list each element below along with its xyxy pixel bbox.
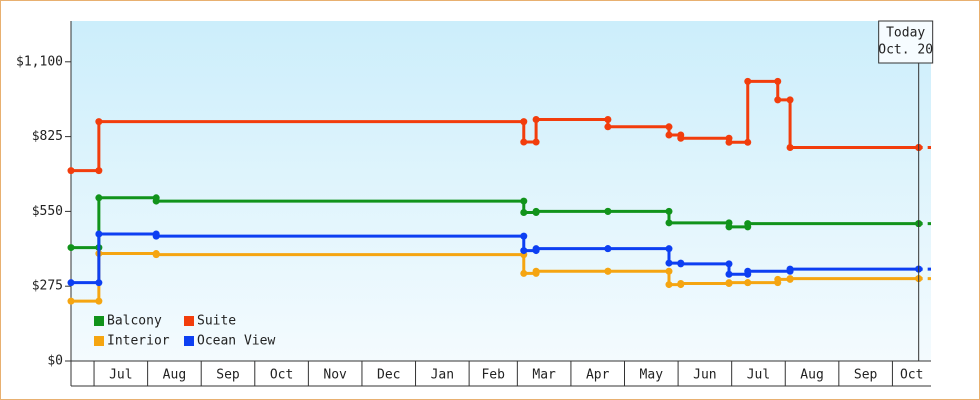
point <box>152 197 160 205</box>
point <box>532 245 540 253</box>
point <box>67 244 75 252</box>
point <box>665 245 673 253</box>
point <box>665 281 673 289</box>
point <box>95 118 103 126</box>
legend-swatch <box>94 316 104 326</box>
point <box>532 138 540 146</box>
point <box>95 297 103 305</box>
today-label: Oct. 20 <box>878 43 933 58</box>
point <box>152 251 160 259</box>
point <box>677 260 685 268</box>
x-tick-label: Mar <box>532 368 556 383</box>
point <box>67 167 75 175</box>
point <box>67 297 75 305</box>
y-tick-label: $825 <box>32 129 63 144</box>
point <box>786 96 794 104</box>
point <box>532 207 540 215</box>
x-tick-label: Aug <box>800 368 823 383</box>
point <box>725 279 733 287</box>
plot-background <box>71 21 931 361</box>
point <box>532 115 540 123</box>
legend-swatch <box>184 336 194 346</box>
point <box>665 267 673 275</box>
point <box>95 279 103 287</box>
point <box>665 259 673 267</box>
y-tick-label: $0 <box>47 354 63 369</box>
point <box>677 134 685 142</box>
point <box>725 138 733 146</box>
point <box>95 194 103 202</box>
point <box>604 115 612 123</box>
x-tick-label: Jun <box>693 368 716 383</box>
y-tick-label: $1,100 <box>16 54 63 69</box>
today-box <box>878 20 934 64</box>
point <box>520 208 528 216</box>
point <box>665 131 673 139</box>
x-tick-label: Dec <box>377 368 400 383</box>
point <box>786 265 794 273</box>
y-tick-label: $550 <box>32 204 63 219</box>
x-tick-label: Oct <box>270 368 293 383</box>
point <box>520 197 528 205</box>
x-tick-label: Aug <box>163 368 186 383</box>
point <box>665 123 673 131</box>
point <box>152 232 160 240</box>
point <box>677 279 685 287</box>
point <box>95 230 103 238</box>
x-tick-label: Feb <box>481 368 505 383</box>
x-tick-label: Jul <box>747 368 770 383</box>
legend-label: Suite <box>197 314 236 329</box>
y-tick-label: $275 <box>32 279 63 294</box>
point <box>744 267 752 275</box>
point <box>604 267 612 275</box>
legend-swatch <box>184 316 194 326</box>
point <box>604 245 612 253</box>
point <box>665 207 673 215</box>
legend-swatch <box>94 336 104 346</box>
point <box>725 260 733 268</box>
x-tick-label: Jan <box>431 368 454 383</box>
point <box>67 279 75 287</box>
point <box>520 232 528 240</box>
point <box>520 118 528 126</box>
series-line <box>71 79 919 173</box>
point <box>744 138 752 146</box>
point <box>744 279 752 287</box>
point <box>604 123 612 131</box>
point <box>774 275 782 283</box>
point <box>786 275 794 283</box>
x-tick-label: Sep <box>854 368 878 383</box>
legend-label: Interior <box>107 334 170 349</box>
point <box>774 96 782 104</box>
point <box>665 219 673 227</box>
point <box>725 223 733 231</box>
point <box>532 267 540 275</box>
legend-label: Balcony <box>107 314 162 329</box>
point <box>520 269 528 277</box>
point <box>744 220 752 228</box>
point <box>774 77 782 85</box>
x-tick-label: Apr <box>586 368 610 383</box>
today-label: Today <box>886 26 925 41</box>
point <box>520 247 528 255</box>
point <box>744 77 752 85</box>
point <box>604 207 612 215</box>
x-tick-label: Nov <box>323 368 347 383</box>
point <box>786 143 794 151</box>
x-tick-label: May <box>640 368 664 383</box>
legend-label: Ocean View <box>197 334 275 349</box>
point <box>520 138 528 146</box>
point <box>95 167 103 175</box>
point <box>725 270 733 278</box>
x-tick-label: Sep <box>216 368 240 383</box>
x-tick-label: Oct <box>900 368 923 383</box>
x-tick-label: Jul <box>109 368 132 383</box>
